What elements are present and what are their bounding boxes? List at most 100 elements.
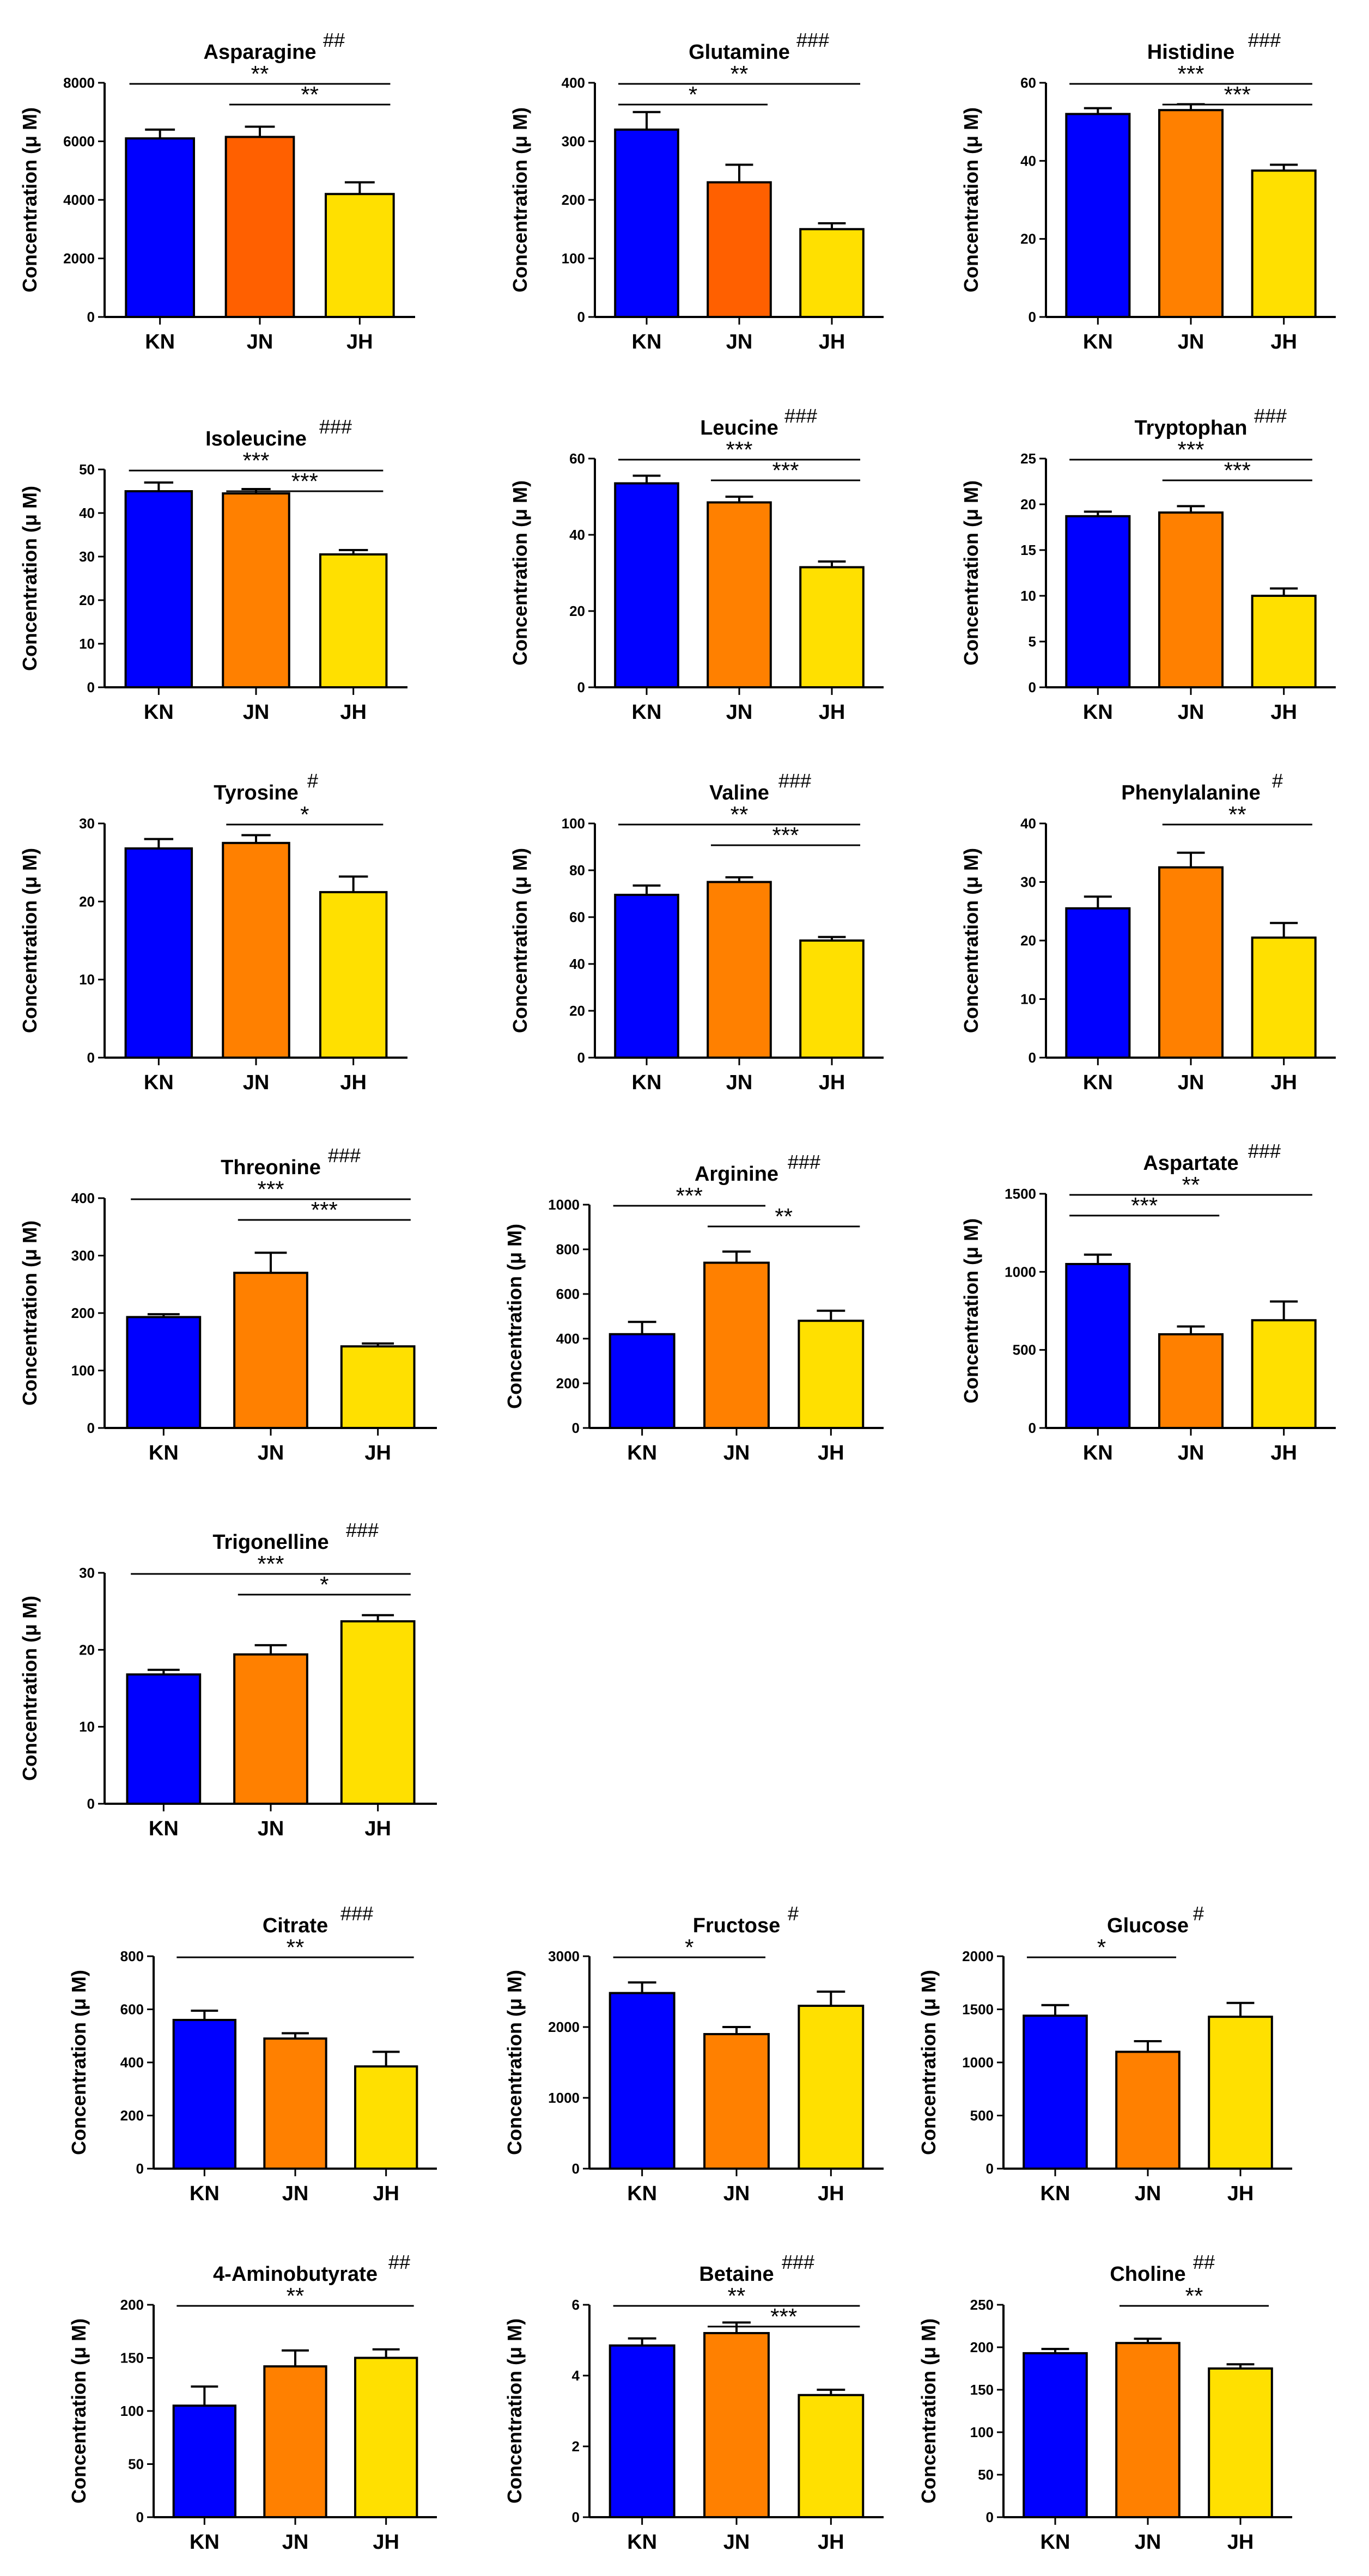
bar-KN (1065, 907, 1131, 1059)
significance-hashes: ### (778, 770, 811, 792)
bar-KN (1065, 515, 1131, 689)
y-tick-label: 20 (569, 603, 585, 619)
bar-KN (614, 894, 679, 1059)
y-axis-label: Concentration (μ M) (509, 480, 531, 666)
chart-title: Citrate (263, 1914, 328, 1937)
chart-panel-fructose: Fructose # Concentration (μ M) 0 1000 2000 300… (503, 1902, 884, 2205)
y-tick-label: 1500 (962, 2001, 994, 2018)
chart-title: Asparagine (204, 41, 317, 64)
chart-panel-citrate: Citrate ### Concentration (μ M) 0 200 400 600 8… (68, 1902, 437, 2205)
bar-JN (233, 1272, 308, 1429)
bar-JN (1158, 866, 1224, 1059)
y-tick-label: 20 (79, 1641, 95, 1658)
significance-stars: * (689, 82, 697, 107)
significance-hashes: ### (1248, 1140, 1281, 1162)
x-tick-label: KN (1083, 1442, 1113, 1464)
y-tick-label: 4 (572, 2367, 580, 2384)
bar-JH (799, 939, 865, 1059)
y-tick-label: 25 (1020, 450, 1036, 467)
significance-hashes: # (1272, 770, 1283, 792)
significance-hashes: ### (788, 1151, 820, 1173)
y-tick-label: 150 (970, 2382, 994, 2398)
chart-panel-isoleucine: Isoleucine ### Concentration (μ M) 0 10 20 30 4… (19, 416, 407, 724)
y-tick-label: 80 (569, 862, 585, 878)
bar-JH (325, 193, 395, 318)
x-tick-label: JH (818, 1442, 844, 1464)
x-tick-label: JH (373, 2182, 399, 2205)
x-tick-label: JN (1135, 2182, 1161, 2205)
y-tick-label: 40 (569, 527, 585, 543)
significance-stars: ** (1182, 1172, 1200, 1198)
x-tick-label: JH (1270, 1442, 1297, 1464)
bar-JH (1251, 936, 1317, 1059)
y-tick-label: 20 (79, 893, 95, 909)
chart-title: Histidine (1147, 41, 1234, 64)
y-tick-label: 60 (1020, 75, 1036, 91)
significance-stars: ** (251, 61, 269, 87)
y-axis-label: Concentration (μ M) (19, 1220, 41, 1406)
bar-JH (1208, 2367, 1273, 2518)
significance-hashes: ### (328, 1144, 361, 1167)
significance-hashes: ## (323, 29, 345, 51)
x-tick-label: JH (340, 1071, 367, 1094)
y-tick-label: 40 (1020, 152, 1036, 169)
bar-KN (609, 1992, 676, 2170)
y-tick-label: 15 (1020, 542, 1036, 558)
x-tick-label: KN (190, 2531, 220, 2554)
y-tick-label: 20 (1020, 231, 1036, 247)
bar-JN (222, 492, 290, 688)
x-tick-label: JN (726, 1071, 753, 1094)
significance-stars: * (685, 1934, 693, 1960)
x-tick-label: KN (190, 2182, 220, 2205)
y-tick-label: 100 (120, 2403, 144, 2419)
chart-title: Isoleucine (205, 428, 307, 450)
y-tick-label: 200 (562, 192, 585, 208)
x-tick-label: KN (627, 2531, 657, 2554)
significance-stars: *** (1224, 82, 1251, 107)
x-tick-label: KN (145, 331, 175, 353)
chart-panel-glucose: Glucose# Concentration (μ M) 0 500 1000 1500 2… (917, 1902, 1292, 2205)
bar-JN (233, 1653, 308, 1805)
chart-panel-choline: Choline ## Concentration (μ M) 0 50 100 150 200… (917, 2251, 1292, 2554)
bar-KN (126, 1673, 202, 1805)
x-tick-label: KN (632, 701, 662, 724)
x-tick-label: JH (819, 701, 845, 724)
chart-panel-asparagine: Asparagine ## Concentration (μ M) 0 2000 4000… (19, 29, 415, 353)
bar-KN (614, 482, 679, 688)
x-tick-label: KN (1083, 1071, 1113, 1094)
significance-hashes: ### (1254, 405, 1287, 427)
significance-hashes: ## (1193, 2251, 1215, 2273)
significance-stars: * (320, 1572, 328, 1597)
y-axis-label: Concentration (μ M) (503, 1970, 526, 2155)
chart-title: Arginine (695, 1163, 778, 1186)
x-tick-label: JN (243, 1071, 270, 1094)
x-tick-label: JN (243, 701, 270, 724)
bar-JH (799, 566, 865, 688)
significance-stars: *** (676, 1183, 703, 1208)
significance-hashes: ### (796, 29, 829, 51)
chart-title: Fructose (693, 1914, 780, 1937)
y-axis-label: Concentration (μ M) (68, 1970, 90, 2155)
y-tick-label: 2000 (548, 2019, 580, 2035)
x-tick-label: JN (1178, 1442, 1204, 1464)
x-tick-label: JH (819, 331, 845, 353)
chart-title: Leucine (700, 417, 778, 439)
chart-panel-tryptophan: Tryptophan ### Concentration (μ M) 0 5 10 15 20… (960, 405, 1336, 724)
bar-JH (340, 1345, 416, 1429)
bar-JN (707, 501, 772, 688)
y-tick-label: 5 (1029, 633, 1036, 650)
significance-stars: *** (1131, 1193, 1158, 1218)
bar-KN (125, 137, 195, 318)
significance-stars: *** (242, 448, 269, 473)
y-tick-label: 1000 (962, 2054, 994, 2071)
chart-panel-trigonelline: Trigonelline ### Concentration (μ M) 0 10 20 3… (19, 1519, 437, 1840)
significance-stars: *** (772, 457, 799, 483)
y-tick-label: 500 (1013, 1342, 1036, 1358)
y-tick-label: 0 (1029, 1420, 1036, 1436)
y-tick-label: 10 (1020, 588, 1036, 604)
chart-title: Valine (709, 782, 769, 804)
y-tick-label: 20 (1020, 932, 1036, 949)
bar-KN (609, 1333, 676, 1430)
y-tick-label: 0 (87, 679, 95, 695)
